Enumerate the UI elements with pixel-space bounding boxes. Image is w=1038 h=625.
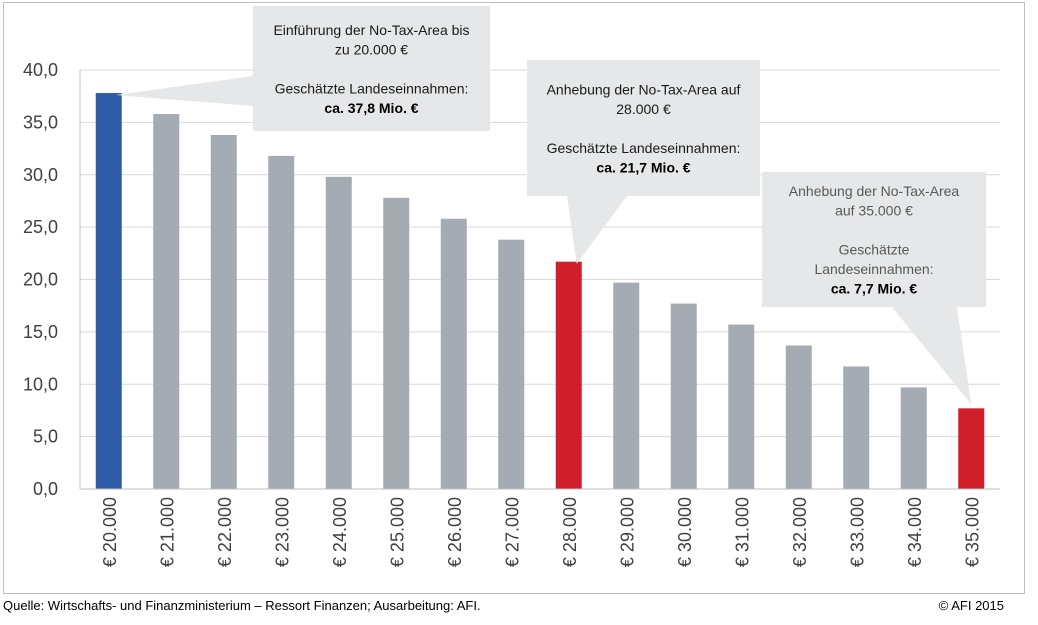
x-tick-label: € 33.000 xyxy=(847,497,867,567)
callout-pointer xyxy=(567,196,627,264)
y-tick-label: 10,0 xyxy=(23,374,58,394)
callout-pointer xyxy=(115,76,253,106)
x-tick-label: € 24.000 xyxy=(330,497,350,567)
callout-value: ca. 37,8 Mio. € xyxy=(324,100,418,116)
y-tick-label: 15,0 xyxy=(23,322,58,342)
bar xyxy=(210,134,237,489)
x-tick-label: € 20.000 xyxy=(100,497,120,567)
y-tick-label: 35,0 xyxy=(23,112,58,132)
callout-text: 28.000 € xyxy=(616,101,671,117)
x-tick-label: € 25.000 xyxy=(387,497,407,567)
x-tick-label: € 32.000 xyxy=(790,497,810,567)
bar xyxy=(95,93,122,490)
x-tick-label: € 22.000 xyxy=(215,497,235,567)
bar xyxy=(325,176,352,489)
bar xyxy=(555,261,582,489)
bar xyxy=(728,324,755,489)
bar xyxy=(268,155,295,489)
x-tick-label: € 30.000 xyxy=(675,497,695,567)
x-tick-label: € 29.000 xyxy=(617,497,637,567)
callout-text: Geschätzte Landeseinnahmen: xyxy=(547,140,741,156)
callout: Einführung der No-Tax-Area bis zu 20.000 … xyxy=(115,6,490,131)
bar xyxy=(440,218,467,489)
callout-text: Geschätzte xyxy=(839,242,910,258)
callout: Anhebung der No-Tax-Area auf 28.000 € Gesc… xyxy=(527,60,760,264)
bar xyxy=(670,303,697,489)
callout-box xyxy=(253,6,490,131)
bar xyxy=(383,197,410,490)
bar xyxy=(153,113,180,490)
x-tick-label: € 31.000 xyxy=(732,497,752,567)
callout-value: ca. 21,7 Mio. € xyxy=(596,159,690,175)
y-tick-label: 30,0 xyxy=(23,165,58,185)
x-tick-label: € 35.000 xyxy=(962,497,982,567)
bar xyxy=(900,387,927,489)
y-tick-label: 0,0 xyxy=(33,479,58,499)
x-tick-label: € 28.000 xyxy=(560,497,580,567)
callout-box xyxy=(762,172,986,307)
callout-pointer xyxy=(892,307,972,405)
x-tick-label: € 23.000 xyxy=(272,497,292,567)
y-tick-label: 5,0 xyxy=(33,427,58,447)
y-tick-label: 20,0 xyxy=(23,270,58,290)
bar xyxy=(613,282,640,489)
callout-text: Anhebung der No-Tax-Area auf xyxy=(547,81,741,97)
x-tick-label: € 26.000 xyxy=(445,497,465,567)
bar xyxy=(498,239,525,489)
callout-text: zu 20.000 € xyxy=(335,41,408,57)
y-tick-label: 40,0 xyxy=(23,60,58,80)
callout-text: auf 35.000 € xyxy=(835,203,913,219)
callout-text: Geschätzte Landeseinnahmen: xyxy=(275,80,469,96)
bar xyxy=(785,345,812,489)
callout-text: Einführung der No-Tax-Area bis xyxy=(273,22,469,38)
callout-text: Landeseinnahmen: xyxy=(814,261,933,277)
bar-chart: 0,0 5,0 10,0 15,0 20,0 25,0 30,0 35,0 40,0 € 20.0… xyxy=(23,6,1000,567)
callout-value: ca. 7,7 Mio. € xyxy=(831,281,918,297)
bar xyxy=(958,408,985,489)
x-tick-label: € 21.000 xyxy=(157,497,177,567)
x-tick-label: € 27.000 xyxy=(502,497,522,567)
y-tick-label: 25,0 xyxy=(23,217,58,237)
bar xyxy=(843,366,870,489)
callout-text: Anhebung der No-Tax-Area xyxy=(789,183,960,199)
x-tick-label: € 34.000 xyxy=(905,497,925,567)
chart-frame xyxy=(3,2,1025,594)
callout: Anhebung der No-Tax-Area auf 35.000 € Gesc… xyxy=(762,172,986,405)
callout-box xyxy=(527,60,760,196)
copyright-note: © AFI 2015 xyxy=(938,598,1004,613)
source-note: Quelle: Wirtschafts- und Finanzministeri… xyxy=(3,598,481,613)
